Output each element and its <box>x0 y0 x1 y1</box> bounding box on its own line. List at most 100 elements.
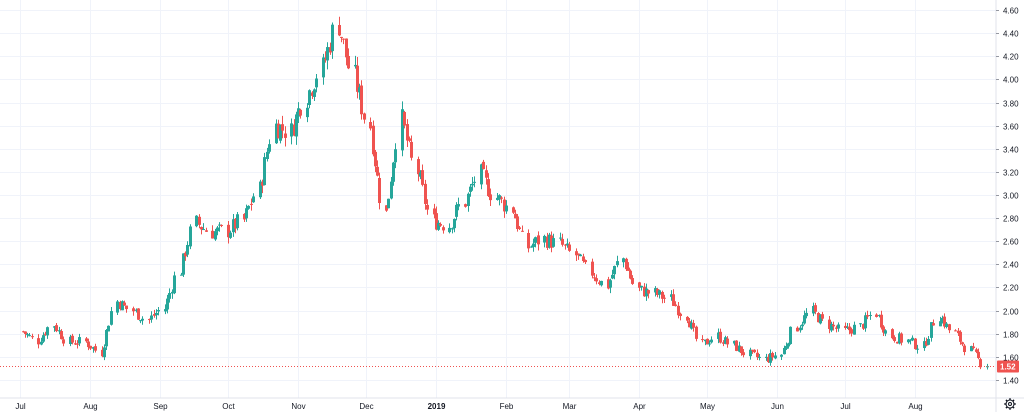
candles[interactable] <box>22 16 989 370</box>
candle[interactable] <box>564 244 567 250</box>
candle[interactable] <box>135 308 138 313</box>
candle[interactable] <box>963 343 966 356</box>
candle[interactable] <box>832 321 835 331</box>
candle[interactable] <box>584 259 587 264</box>
candle[interactable] <box>94 343 97 353</box>
candle[interactable] <box>275 119 278 145</box>
candle[interactable] <box>261 179 264 194</box>
candle[interactable] <box>155 309 158 320</box>
candle[interactable] <box>796 326 799 332</box>
candle[interactable] <box>643 283 646 297</box>
candle[interactable] <box>150 311 153 323</box>
candle[interactable] <box>627 262 630 271</box>
candle[interactable] <box>559 232 562 241</box>
candle[interactable] <box>880 310 883 330</box>
candle[interactable] <box>62 336 65 347</box>
candle[interactable] <box>259 179 262 200</box>
candle[interactable] <box>378 172 381 210</box>
candle[interactable] <box>232 214 235 237</box>
candle[interactable] <box>787 342 790 349</box>
candle[interactable] <box>943 313 946 329</box>
candle[interactable] <box>137 308 140 321</box>
candle[interactable] <box>340 36 343 43</box>
candle[interactable] <box>132 306 135 316</box>
candle[interactable] <box>719 328 722 344</box>
candle[interactable] <box>801 321 804 330</box>
candle[interactable] <box>376 160 379 177</box>
candle[interactable] <box>87 338 90 351</box>
candle[interactable] <box>268 139 271 154</box>
candle[interactable] <box>552 233 555 248</box>
candle[interactable] <box>184 251 187 261</box>
candle[interactable] <box>647 289 650 299</box>
candle[interactable] <box>864 312 867 332</box>
candle[interactable] <box>742 349 745 358</box>
candle[interactable] <box>442 225 445 234</box>
candle[interactable] <box>780 354 783 361</box>
candle[interactable] <box>74 340 77 346</box>
candle[interactable] <box>629 269 632 280</box>
candle[interactable] <box>392 161 395 186</box>
candle[interactable] <box>417 156 420 182</box>
candle[interactable] <box>457 197 460 211</box>
candle[interactable] <box>385 205 388 212</box>
candle[interactable] <box>941 315 944 324</box>
candle[interactable] <box>485 165 488 185</box>
candle[interactable] <box>505 200 508 214</box>
candle[interactable] <box>785 342 788 351</box>
candle[interactable] <box>704 339 707 346</box>
candle[interactable] <box>473 176 476 188</box>
candle[interactable] <box>419 170 422 180</box>
candle[interactable] <box>753 349 756 354</box>
candle[interactable] <box>658 289 661 299</box>
candle[interactable] <box>862 323 865 330</box>
candle[interactable] <box>923 337 926 351</box>
candle[interactable] <box>299 108 302 119</box>
candle[interactable] <box>69 334 72 347</box>
candle[interactable] <box>489 188 492 207</box>
candle[interactable] <box>625 257 628 272</box>
candle[interactable] <box>771 351 774 361</box>
candle[interactable] <box>631 275 634 285</box>
candle[interactable] <box>200 226 203 235</box>
candle[interactable] <box>543 234 546 248</box>
candle[interactable] <box>37 334 40 349</box>
candle[interactable] <box>884 329 887 337</box>
candle[interactable] <box>598 280 601 286</box>
candle[interactable] <box>695 325 698 342</box>
candle[interactable] <box>387 198 390 209</box>
candle[interactable] <box>710 336 713 344</box>
candle[interactable] <box>76 340 79 349</box>
candle[interactable] <box>613 265 616 280</box>
candle[interactable] <box>828 316 831 334</box>
candle[interactable] <box>308 89 311 109</box>
candle[interactable] <box>837 322 840 332</box>
candle[interactable] <box>338 16 341 37</box>
candle[interactable] <box>575 248 578 261</box>
candle[interactable] <box>198 214 201 229</box>
candle[interactable] <box>220 224 223 228</box>
candle[interactable] <box>532 238 535 252</box>
candle[interactable] <box>24 331 27 338</box>
candle[interactable] <box>749 347 752 360</box>
candle[interactable] <box>869 311 872 320</box>
candle[interactable] <box>767 354 770 364</box>
candle[interactable] <box>263 152 266 186</box>
candle[interactable] <box>706 338 709 345</box>
candle[interactable] <box>948 323 951 334</box>
candle[interactable] <box>42 332 45 343</box>
candle[interactable] <box>756 349 759 360</box>
candle[interactable] <box>607 276 610 290</box>
candle[interactable] <box>821 311 824 322</box>
candle[interactable] <box>390 176 393 200</box>
candle[interactable] <box>817 312 820 323</box>
candle[interactable] <box>690 319 693 330</box>
candle[interactable] <box>656 287 659 298</box>
candle[interactable] <box>866 310 869 320</box>
candle[interactable] <box>638 281 641 292</box>
candle[interactable] <box>600 280 603 287</box>
candle[interactable] <box>406 119 409 148</box>
candle[interactable] <box>311 91 314 100</box>
candle[interactable] <box>297 102 300 123</box>
